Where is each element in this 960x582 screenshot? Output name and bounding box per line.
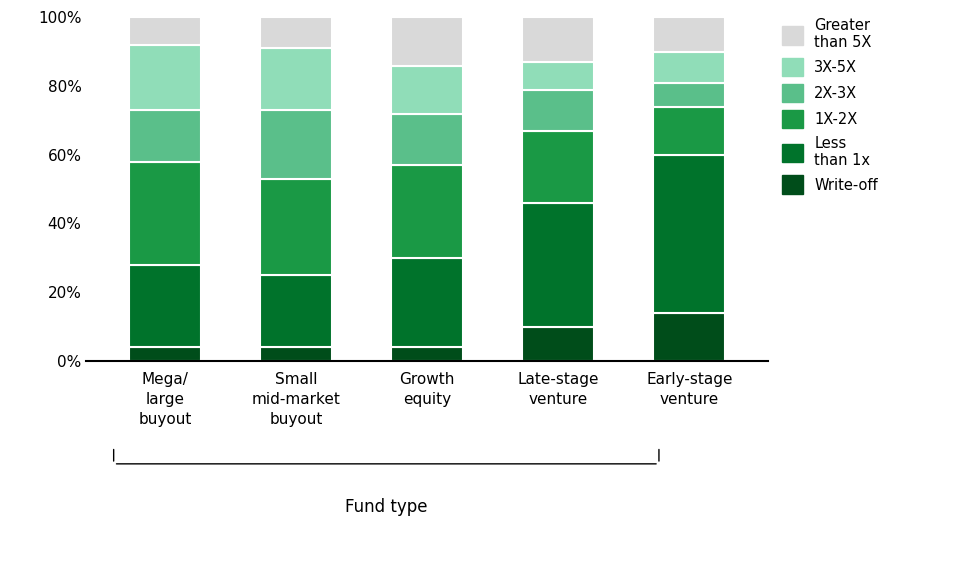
Bar xyxy=(391,66,464,113)
Bar xyxy=(654,155,726,313)
Bar xyxy=(654,313,726,361)
Text: Fund type: Fund type xyxy=(345,498,427,516)
Bar xyxy=(391,17,464,66)
Bar xyxy=(654,52,726,83)
Bar xyxy=(129,110,201,162)
Bar xyxy=(654,17,726,52)
Bar xyxy=(391,347,464,361)
Bar xyxy=(522,90,594,131)
Bar xyxy=(522,62,594,90)
Bar xyxy=(129,162,201,265)
Bar xyxy=(522,327,594,361)
Bar xyxy=(260,179,332,275)
Bar xyxy=(260,347,332,361)
Bar xyxy=(129,17,201,45)
Bar xyxy=(129,347,201,361)
Bar xyxy=(391,113,464,165)
Bar xyxy=(129,265,201,347)
Bar xyxy=(391,165,464,258)
Bar xyxy=(522,203,594,327)
Bar xyxy=(391,258,464,347)
Bar xyxy=(654,107,726,155)
Bar xyxy=(260,110,332,179)
Bar xyxy=(129,45,201,110)
Legend: Greater
than 5X, 3X-5X, 2X-3X, 1X-2X, Less
than 1x, Write-off: Greater than 5X, 3X-5X, 2X-3X, 1X-2X, Le… xyxy=(782,18,877,194)
Bar xyxy=(654,83,726,107)
Bar xyxy=(260,48,332,110)
Bar xyxy=(522,131,594,203)
Bar xyxy=(260,17,332,48)
Bar xyxy=(260,275,332,347)
Bar xyxy=(522,17,594,62)
